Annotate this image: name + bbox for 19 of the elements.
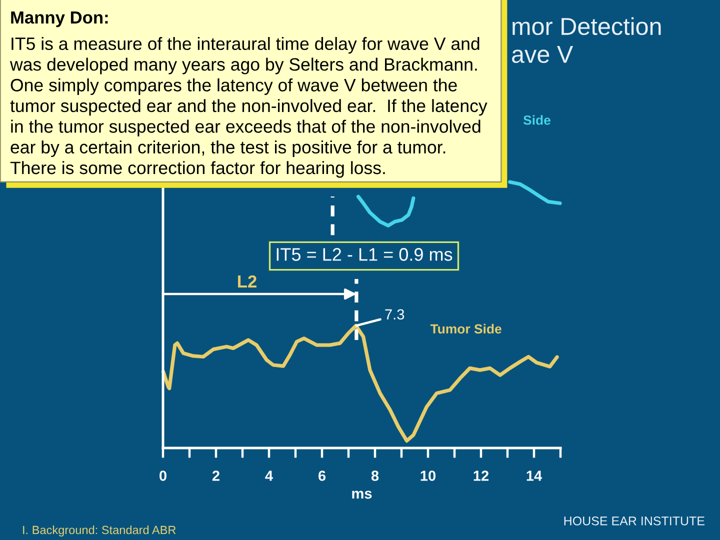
x-tick-label: 6: [318, 470, 326, 481]
text: IT5 is a measure of the interaural time delay for wave V and was developed many years ago by Selters and Brackmann. One simply compares the latency of wave V between the tumor suspected ear and the non-involved ear. If the latency in the tumor suspected ear exceeds that of the non-involved ear by a certain criterion, the test is positive for a tumor. There is some correction factor for hearing loss.: [10, 37, 488, 178]
x-tick-label: 14: [526, 470, 542, 481]
x-tick-label: 4: [265, 470, 273, 481]
x-tick-label: 8: [371, 470, 379, 481]
x-axis-title: ms: [352, 490, 372, 499]
chart-title: mor Detection ave V: [512, 17, 661, 63]
x-tick-label: 0: [160, 470, 166, 481]
x-tick-label: 12: [474, 470, 489, 481]
annotation: L2: [238, 275, 256, 288]
text: I. Background: Standard ABR: [23, 525, 176, 537]
x-tick-label: 10: [420, 470, 436, 481]
annotation: IT5 = L2 - L1 = 0.9 ms: [276, 248, 452, 261]
annotation: 7.3: [385, 309, 404, 320]
text: Side: [523, 115, 550, 125]
text: HOUSE EAR INSTITUTE: [564, 516, 704, 526]
text: Tumor Side: [430, 324, 502, 334]
x-tick-label: 2: [212, 470, 220, 481]
text: Manny Don:: [11, 12, 108, 28]
